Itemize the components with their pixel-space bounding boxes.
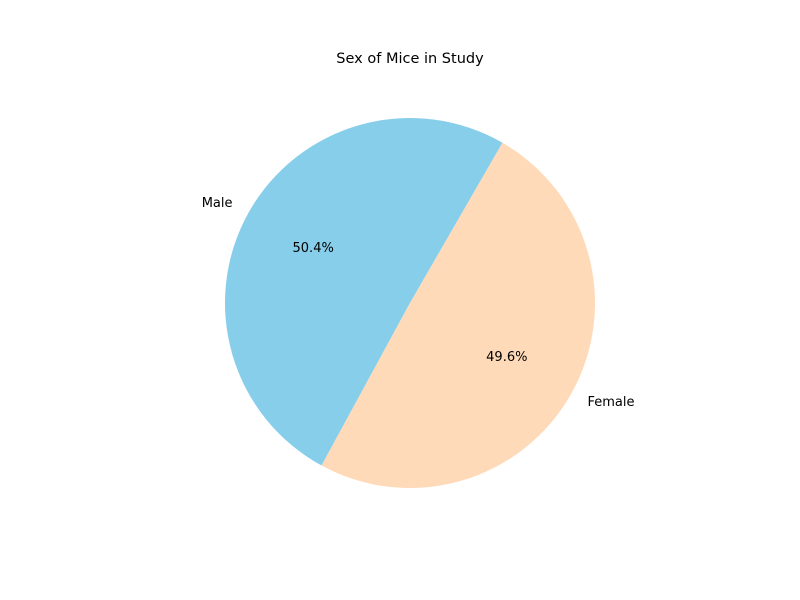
pie-slice-male — [225, 118, 503, 466]
chart-title: Sex of Mice in Study — [336, 51, 484, 67]
pct-label-female: 49.6% — [486, 350, 527, 365]
slice-label-female: Female — [588, 395, 635, 410]
slice-label-male: Male — [202, 196, 233, 211]
pie-labels: Male 50.4% Female 49.6% — [202, 196, 635, 410]
pct-label-male: 50.4% — [293, 241, 334, 256]
pie-slice-female — [321, 142, 596, 489]
pie-slices — [225, 118, 596, 489]
